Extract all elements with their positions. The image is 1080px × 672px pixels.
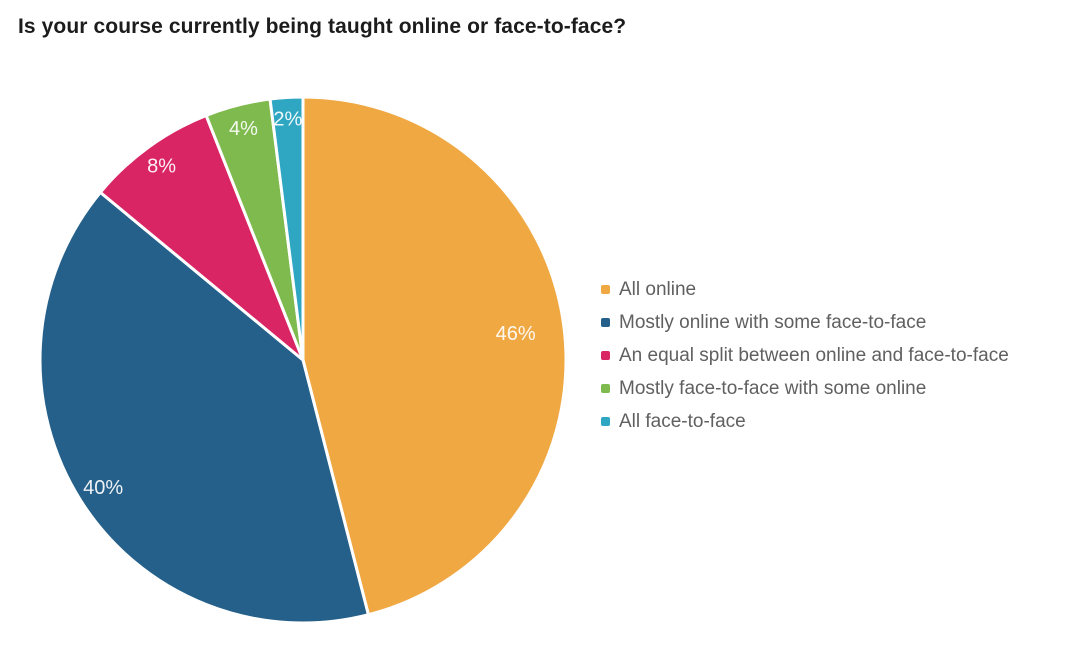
pie-slice-all-online[interactable]: [301, 95, 568, 617]
legend: All online Mostly online with some face-t…: [601, 273, 1009, 438]
slice-label-an-equal-split-between-online-and-face-to-face: 8%: [147, 155, 176, 177]
pie-slice-mostly-online-with-some-face-to-face[interactable]: [38, 190, 370, 625]
pie-slice-all-face-to-face[interactable]: [268, 95, 305, 362]
legend-item-all-face-to-face[interactable]: All face-to-face: [601, 405, 1009, 438]
legend-item-all-online[interactable]: All online: [601, 273, 1009, 306]
legend-label: Mostly online with some face-to-face: [619, 311, 927, 333]
legend-item-mostly-face-to-face-with-some-online[interactable]: Mostly face-to-face with some online: [601, 372, 1009, 405]
legend-marker-icon: [601, 285, 610, 294]
legend-marker-icon: [601, 417, 610, 426]
legend-label: All face-to-face: [619, 410, 746, 432]
slice-label-mostly-online-with-some-face-to-face: 40%: [83, 477, 123, 499]
legend-item-mostly-online-with-some-face-to-face[interactable]: Mostly online with some face-to-face: [601, 306, 1009, 339]
slice-label-all-face-to-face: 2%: [273, 109, 302, 131]
pie-slice-an-equal-split-between-online-and-face-to-face[interactable]: [98, 113, 305, 362]
legend-label: All online: [619, 278, 697, 300]
legend-label: An equal split between online and face-t…: [619, 344, 1009, 366]
slice-label-mostly-face-to-face-with-some-online: 4%: [229, 118, 258, 140]
legend-marker-icon: [601, 351, 610, 360]
legend-marker-icon: [601, 384, 610, 393]
chart-title: Is your course currently being taught on…: [18, 15, 627, 38]
slice-label-all-online: 46%: [496, 323, 536, 345]
legend-marker-icon: [601, 318, 610, 327]
legend-item-an-equal-split-between-online-and-face-to-face[interactable]: An equal split between online and face-t…: [601, 339, 1009, 372]
legend-label: Mostly face-to-face with some online: [619, 377, 927, 399]
